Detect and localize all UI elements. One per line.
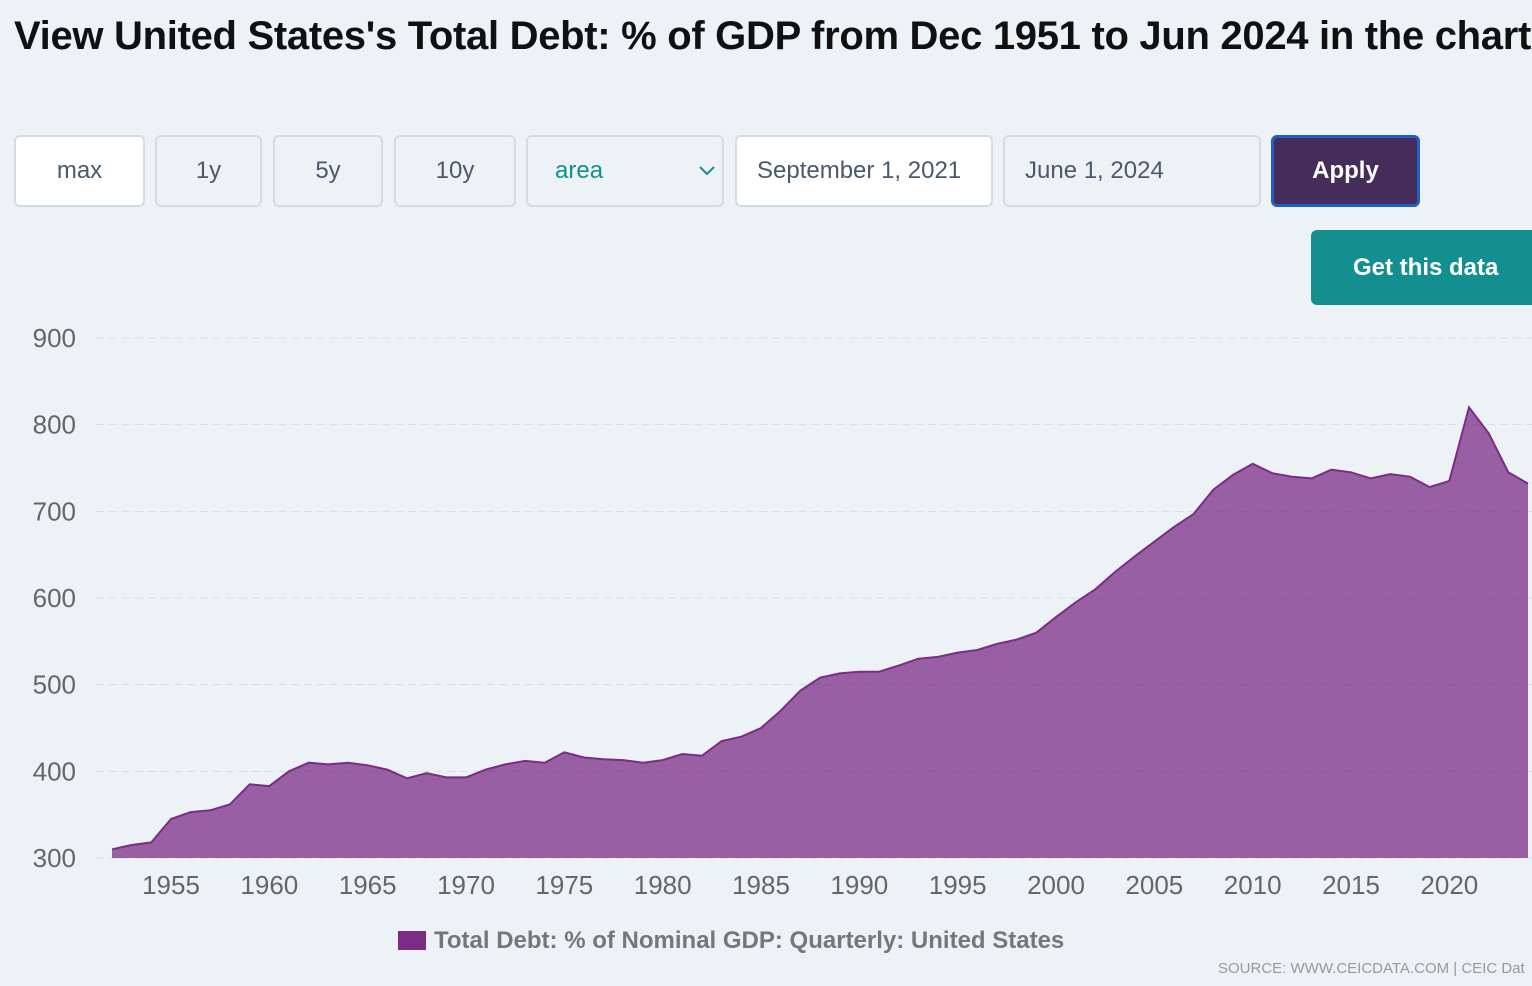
x-tick-label: 1980 <box>634 870 692 900</box>
start-date-input[interactable]: September 1, 2021 <box>735 135 993 207</box>
legend-swatch <box>398 931 426 950</box>
x-tick-label: 2020 <box>1420 870 1478 900</box>
y-tick-label: 300 <box>33 843 76 873</box>
y-tick-label: 500 <box>33 670 76 700</box>
range-button[interactable]: 1y <box>155 135 262 207</box>
end-date-input[interactable]: June 1, 2024 <box>1003 135 1261 207</box>
x-tick-label: 1965 <box>339 870 397 900</box>
legend-label: Total Debt: % of Nominal GDP: Quarterly:… <box>434 927 1064 954</box>
range-button[interactable]: max <box>14 135 145 207</box>
page-title: View United States's Total Debt: % of GD… <box>14 14 1532 58</box>
range-button[interactable]: 10y <box>394 135 516 207</box>
x-tick-label: 1990 <box>830 870 888 900</box>
source: SOURCE: WWW.CEICDATA.COM | CEIC Dat <box>1218 960 1526 977</box>
x-tick-label: 1995 <box>929 870 987 900</box>
x-tick-label: 1955 <box>142 870 200 900</box>
area <box>112 407 1528 858</box>
x-tick-label: 2015 <box>1322 870 1380 900</box>
y-tick-label: 400 <box>33 756 76 786</box>
x-tick-label: 2000 <box>1027 870 1085 900</box>
y-tick-label: 900 <box>33 323 76 353</box>
x-tick-label: 1985 <box>732 870 790 900</box>
x-tick-label: 2005 <box>1125 870 1183 900</box>
line <box>111 405 1529 851</box>
x-tick-label: 2010 <box>1224 870 1282 900</box>
x-tick-label: 1970 <box>437 870 495 900</box>
select-value: area <box>555 157 604 184</box>
x-tick-label: 1975 <box>535 870 593 900</box>
range-button[interactable]: 5y <box>273 135 383 207</box>
x-tick-label: 1960 <box>240 870 298 900</box>
apply-button[interactable]: Apply <box>1271 135 1420 207</box>
chart-type-select[interactable]: area <box>526 135 724 207</box>
y-tick-label: 700 <box>33 496 76 526</box>
chevron <box>699 166 715 176</box>
y-tick-label: 800 <box>33 410 76 440</box>
get-data-button[interactable]: Get this data <box>1311 230 1532 305</box>
y-tick-label: 600 <box>33 583 76 613</box>
